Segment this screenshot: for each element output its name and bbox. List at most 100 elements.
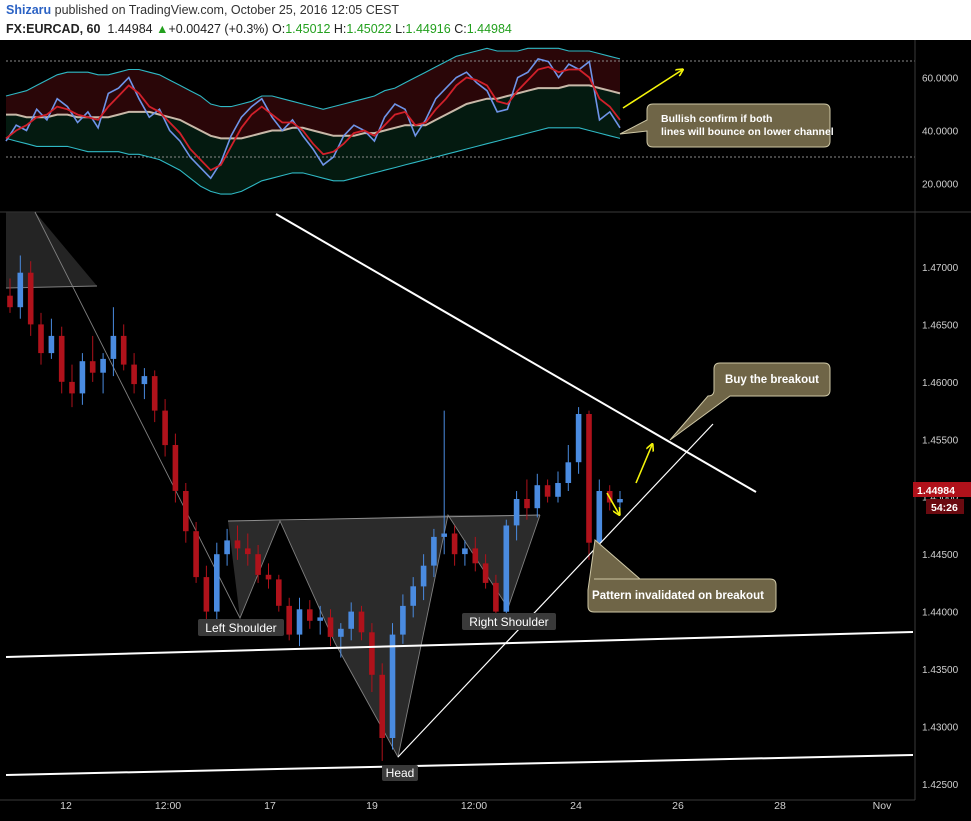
price-y-axis[interactable]: 1.47000 1.46500 1.46000 1.45500 1.45000 1.445… bbox=[922, 263, 959, 791]
pattern-triangle-top bbox=[6, 212, 97, 288]
price-tick-label: 1.44500 bbox=[922, 550, 959, 561]
close-value: 1.44984 bbox=[466, 22, 512, 36]
price-tick-label: 1.44000 bbox=[922, 608, 959, 619]
candle bbox=[472, 536, 479, 572]
descending-resistance-line[interactable] bbox=[275, 213, 757, 493]
candle bbox=[172, 433, 179, 503]
candle bbox=[565, 445, 572, 491]
chart-area[interactable]: Bullish confirm if both lines will bounc… bbox=[0, 40, 971, 821]
open-value: 1.45012 bbox=[285, 22, 331, 36]
high-label: H: bbox=[333, 22, 347, 36]
time-tick-label: 26 bbox=[672, 800, 684, 812]
lower-band-fill bbox=[6, 85, 620, 195]
callout-invalidated[interactable]: Pattern invalidated on breakout bbox=[587, 539, 777, 613]
price-tick-label: 1.46000 bbox=[922, 378, 959, 389]
candle bbox=[276, 574, 282, 612]
candle bbox=[493, 574, 499, 618]
candle bbox=[120, 324, 127, 371]
price-panel bbox=[5, 70, 914, 776]
oscillator-upper-band-line bbox=[5, 47, 621, 110]
candle bbox=[214, 542, 220, 621]
head-shape bbox=[280, 515, 448, 757]
published-text: published on TradingView.com, October 25… bbox=[54, 3, 400, 17]
callout-bullish-line2: lines will bounce on lower channel bbox=[661, 126, 834, 138]
upper-band-fill bbox=[6, 48, 620, 139]
candle bbox=[245, 533, 251, 566]
candle bbox=[38, 312, 44, 365]
publisher-line: Shizaru published on TradingView.com, Oc… bbox=[6, 3, 399, 17]
right-shoulder-text: Right Shoulder bbox=[469, 615, 548, 629]
ohlc-line: FX:EURCAD, 60 1.44984 ▲+0.00427 (+0.3%) … bbox=[6, 22, 512, 36]
callout-buy-breakout[interactable]: Buy the breakout bbox=[669, 362, 831, 441]
candle bbox=[451, 525, 458, 566]
callout-bullish[interactable]: Bullish confirm if both lines will bounc… bbox=[619, 103, 834, 148]
candle bbox=[358, 605, 365, 641]
price-tick-label: 1.46500 bbox=[922, 320, 959, 331]
candle bbox=[441, 410, 447, 555]
candle bbox=[400, 594, 406, 644]
price-tick-label: 1.43500 bbox=[922, 665, 959, 676]
upper-horizontal-channel[interactable] bbox=[5, 631, 914, 658]
candle bbox=[151, 370, 158, 423]
pullback-arrow bbox=[606, 492, 619, 514]
price-tick-label: 1.45500 bbox=[922, 435, 959, 446]
time-tick-label: 24 bbox=[570, 800, 582, 812]
current-price-text: 1.44984 bbox=[917, 485, 955, 497]
oscillator-y-axis[interactable]: 60.0000 40.0000 20.0000 bbox=[922, 74, 959, 191]
time-tick-label: 12:00 bbox=[461, 800, 487, 812]
candle bbox=[379, 663, 385, 761]
candle bbox=[58, 326, 65, 394]
countdown-text: 54:26 bbox=[931, 502, 958, 514]
candle bbox=[183, 483, 189, 543]
candle bbox=[327, 609, 334, 647]
candle bbox=[100, 353, 106, 394]
osc-tick-label: 60.0000 bbox=[922, 74, 959, 85]
candle bbox=[544, 479, 551, 503]
time-tick-label: 12:00 bbox=[155, 800, 181, 812]
candle bbox=[348, 602, 354, 641]
candle bbox=[265, 563, 272, 589]
candle bbox=[286, 597, 292, 641]
price-tick-label: 1.45000 bbox=[922, 493, 959, 504]
last-price: 1.44984 bbox=[107, 22, 153, 36]
candle bbox=[203, 565, 210, 624]
candle bbox=[462, 540, 468, 566]
candle bbox=[255, 545, 261, 583]
time-x-axis[interactable]: 12 12:00 17 19 12:00 24 26 28 Nov bbox=[60, 800, 892, 812]
candle bbox=[431, 528, 437, 578]
candle bbox=[482, 554, 489, 589]
current-price-tag: 1.44984 54:26 bbox=[913, 482, 971, 514]
candle bbox=[224, 528, 230, 566]
candle bbox=[410, 577, 416, 618]
breakout-up-arrow bbox=[635, 445, 652, 484]
candle bbox=[317, 605, 323, 635]
candle bbox=[162, 399, 168, 457]
high-value: 1.45022 bbox=[346, 22, 392, 36]
candle bbox=[338, 623, 344, 658]
head-text: Head bbox=[386, 766, 415, 780]
close-label: C: bbox=[454, 22, 467, 36]
candle bbox=[296, 597, 303, 647]
candle bbox=[131, 353, 137, 394]
time-tick-label: 12 bbox=[60, 800, 72, 812]
candle bbox=[389, 623, 396, 750]
candle bbox=[79, 353, 86, 405]
candle bbox=[307, 600, 313, 629]
label-left-shoulder: Left Shoulder bbox=[198, 619, 284, 636]
oscillator-up-arrow bbox=[622, 70, 682, 109]
author-name[interactable]: Shizaru bbox=[6, 3, 52, 17]
callout-invalidated-text: Pattern invalidated on breakout bbox=[592, 590, 764, 602]
candle bbox=[193, 522, 199, 583]
candle bbox=[27, 261, 34, 336]
candle bbox=[524, 479, 530, 520]
label-right-shoulder: Right Shoulder bbox=[462, 613, 556, 630]
candle bbox=[7, 278, 13, 313]
ascending-support-line[interactable] bbox=[397, 423, 714, 758]
open-label: O: bbox=[272, 22, 286, 36]
price-tick-label: 1.47000 bbox=[922, 263, 959, 274]
lower-horizontal-channel[interactable] bbox=[5, 754, 914, 776]
price-tick-label: 1.43000 bbox=[922, 723, 959, 734]
candle bbox=[89, 335, 96, 382]
oscillator-signal-line bbox=[5, 65, 621, 172]
